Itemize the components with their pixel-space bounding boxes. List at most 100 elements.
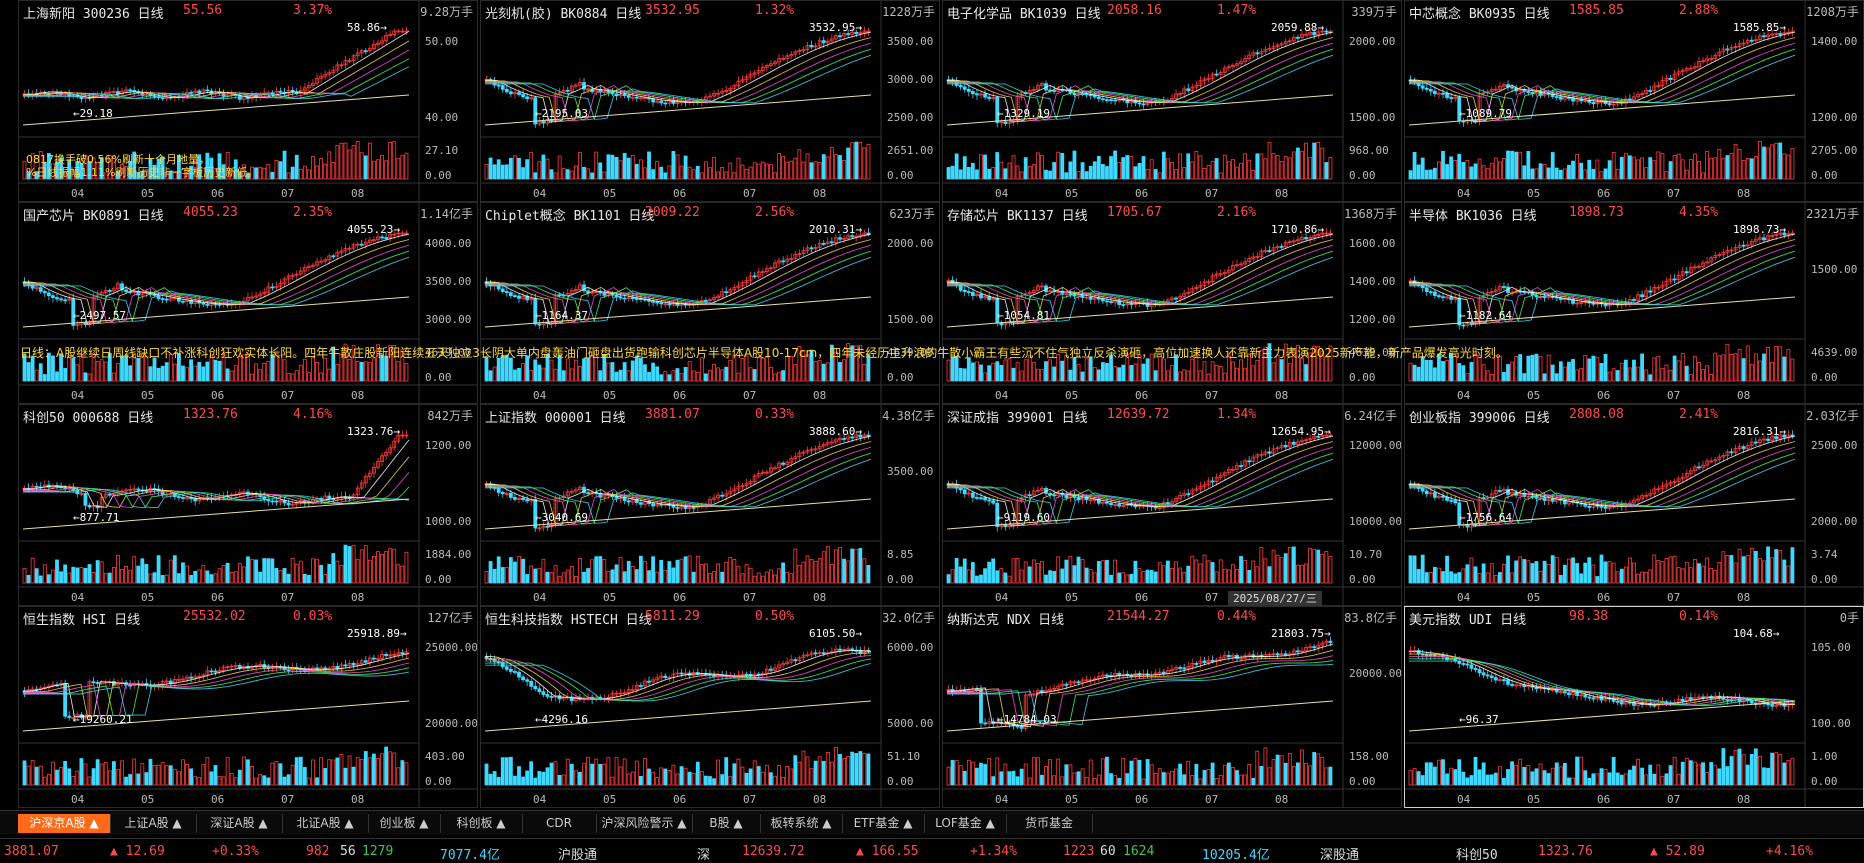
volume-bar [1477,769,1482,786]
volume-bar [667,374,672,382]
candle [578,82,582,86]
volume-bar [1161,565,1166,584]
volume-bar [813,760,818,786]
candle [99,496,104,509]
chart-panel-udi[interactable]: 美元指数 UDI 日线 98.38 0.14% 0手 105.00 100.00 1.00 0… [1404,606,1864,808]
chart-panel-000688[interactable]: 科创50 000688 日线 1323.76 4.16% 842万手 1200.00 10… [18,404,478,606]
volume-bar [1603,561,1608,584]
volume-bar [553,368,558,382]
volume-bar [282,776,287,786]
candle [67,298,72,301]
volume-bar [983,154,987,180]
candle [541,525,546,529]
chart-panel-bk1039[interactable]: 电子化学品 BK1039 日线 2058.16 1.47% 339万手 2000.00 1… [942,0,1402,202]
candle [1461,324,1466,327]
candle [975,688,979,691]
candle [229,665,234,668]
market-tab-5[interactable]: 科创板 ▲ [440,814,523,833]
volume-bar [30,153,35,180]
volume-bar [1408,555,1413,584]
volume-bar [132,353,137,382]
volume-bar [331,346,336,382]
market-tab-6[interactable]: CDR [522,814,597,833]
candle [1502,488,1506,492]
volume-bar [712,156,716,180]
chart-panel-399006[interactable]: 创业板指 399006 日线 2808.08 2.41% 2.03亿手 2500.00 2… [1404,404,1864,606]
volume-bar [781,155,786,180]
month-label: 07 [743,793,756,806]
chart-panel-bk0891[interactable]: 国产芯片 BK0891 日线 4055.23 2.35% 1.14亿手 4000.00 3… [18,202,478,404]
volume-bar [582,571,586,584]
candle [1096,96,1101,100]
volume-bar [1506,364,1510,382]
volume-bar [529,565,534,584]
volume-bar [979,364,983,382]
market-tab-9[interactable]: 板转系统 ▲ [760,814,843,833]
hgt-link[interactable]: 沪股通 [558,848,598,863]
candle [569,85,574,92]
volume-bar [307,372,311,382]
candle [529,298,534,301]
volume-bar [262,167,267,180]
chart-panel-399001[interactable]: 深证成指 399001 日线 12639.72 1.34% 6.24亿手 12000.0… [942,404,1402,606]
market-tab-3[interactable]: 北证A股 ▲ [282,814,369,833]
volume-bar [233,159,238,180]
panel-title: 国产芯片 BK0891 日线 [23,209,164,224]
market-tab-4[interactable]: 创业板 ▲ [368,814,441,833]
volume-bar [372,753,376,786]
candle [331,255,336,258]
market-tab-2[interactable]: 深证A股 ▲ [196,814,283,833]
candle [103,493,108,498]
sgt-link[interactable]: 深股通 [1320,848,1360,863]
chart-panel-000001[interactable]: 上证指数 000001 日线 3881.07 0.33% 4.38亿手 3500.00 8… [480,404,940,606]
chart-panel-hstech[interactable]: 恒生科技指数 HSTECH 日线 5811.29 0.50% 32.0亿手 6000.0… [480,606,940,808]
chart-panel-bk1137[interactable]: 存储芯片 BK1137 日线 1705.67 2.16% 1368万手 1600.00 1… [942,202,1402,404]
candle [573,489,578,492]
volume-bar [1243,560,1248,584]
volume-bar [598,556,603,584]
volume-bar [1623,773,1628,786]
moving-average-line [947,452,1334,525]
chart-panel-bk1101[interactable]: Chiplet概念 BK1101 日线 2009.22 2.56% 623万手 2000… [480,202,940,404]
volume-bar [107,770,112,786]
market-tab-0[interactable]: 沪深京A股 ▲ [18,814,111,833]
chart-panel-bk0935[interactable]: 中芯概念 BK0935 日线 1585.85 2.88% 1208万手 1400.00 1… [1404,0,1864,202]
volume-bar [1320,147,1325,180]
candle [380,653,384,659]
volume-bar [946,574,951,584]
chart-panel-300236[interactable]: 上海新阳 300236 日线 55.56 3.37% 9.28万手 50.00 40.00… [18,0,478,202]
market-tab-11[interactable]: LOF基金 ▲ [924,814,1007,833]
candle [339,64,344,67]
volume-bar [217,775,222,786]
chart-panel-bk1036[interactable]: 半导体 BK1036 日线 1898.73 4.35% 2321万手 1500.00 46… [1404,202,1864,404]
chart-panel-ndx[interactable]: 纳斯达克 NDX 日线 21544.27 0.44% 83.8亿手 20000.00 15… [942,606,1402,808]
volume-bar [1291,151,1296,180]
volume-bar [63,760,68,786]
volume-bar [504,164,509,180]
volume-bar [286,172,291,180]
chart-panel-hsi[interactable]: 恒生指数 HSI 日线 25532.02 0.03% 127亿手 25000.00 200… [18,606,478,808]
candle [1275,44,1280,48]
chart-panel-bk0884[interactable]: 光刻机(胶) BK0884 日线 3532.95 1.32% 1228万手 3500.0… [480,0,940,202]
volume-bar [504,566,509,584]
panel-header: 上证指数 000001 日线 3881.07 0.33% 4.38亿手 [485,407,935,426]
volume-bar [756,163,761,180]
market-tab-7[interactable]: 沪深风险警示 ▲ [596,814,693,833]
market-tab-8[interactable]: B股 ▲ [692,814,761,833]
market-tab-1[interactable]: 上证A股 ▲ [110,814,197,833]
volume-tick-label: 0.00 [887,573,914,586]
volume-bar [525,574,530,584]
candle [825,40,830,44]
volume-bar [237,769,242,786]
market-tab-10[interactable]: ETF基金 ▲ [842,814,925,833]
candle [1121,505,1126,507]
volume-bar [1328,556,1333,584]
volume-bar [1121,757,1126,786]
volume-bar [1741,754,1746,786]
candle [1214,273,1219,277]
volume-tick-label: 0.00 [1349,775,1376,788]
volume-bar [557,155,562,180]
market-tab-12[interactable]: 货币基金 [1006,814,1093,833]
candle [1611,103,1616,106]
volume-bar [311,759,315,786]
